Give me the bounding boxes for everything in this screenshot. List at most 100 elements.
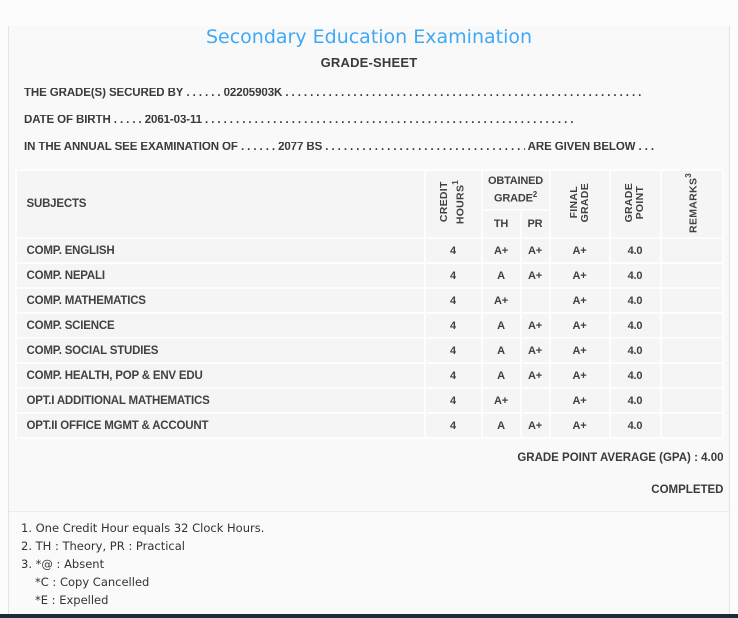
table-row: OPT.II OFFICE MGMT & ACCOUNT 4 A A+ A+ 4… — [16, 414, 722, 437]
obtained-grade-header: OBTAINED GRADE2 — [482, 171, 549, 209]
theory-grade-cell: A+ — [482, 389, 520, 412]
footnotes: 1. One Credit Hour equals 32 Clock Hours… — [9, 511, 729, 609]
info-suffix: ARE GIVEN BELOW . . . — [527, 142, 654, 153]
practical-grade-cell: A+ — [521, 339, 549, 362]
table-row: COMP. ENGLISH 4 A+ A+ A+ 4.0 — [16, 239, 722, 262]
footnote-expelled: *E : Expelled — [35, 593, 109, 607]
remarks-cell — [661, 339, 722, 362]
info-line-date-of-birth: DATE OF BIRTH . . . . . 2061-03-11 . . .… — [24, 115, 629, 126]
subject-cell: OPT.I ADDITIONAL MATHEMATICS — [16, 389, 424, 412]
remarks-cell — [661, 289, 722, 312]
subject-cell: COMP. NEPALI — [16, 264, 424, 287]
credit-hours-header: CREDIT HOURS1 — [425, 171, 481, 237]
subject-cell: COMP. HEALTH, POP & ENV EDU — [16, 364, 424, 387]
theory-grade-cell: A — [482, 314, 520, 337]
credit-hours-cell: 4 — [425, 239, 481, 262]
credit-hours-cell: 4 — [425, 339, 481, 362]
subject-cell: COMP. SOCIAL STUDIES — [16, 339, 424, 362]
grade-sheet-heading: GRADE-SHEET — [320, 55, 418, 70]
grade-point-cell: 4.0 — [610, 364, 660, 387]
remarks-cell — [661, 414, 722, 437]
theory-grade-cell: A+ — [482, 289, 520, 312]
final-grade-cell: A+ — [550, 264, 609, 287]
dots: . . . . . . . . . . . . . . . . . . . . … — [205, 115, 574, 126]
table-row: COMP. NEPALI 4 A A+ A+ 4.0 — [16, 264, 722, 287]
dots: . . . . . . — [186, 88, 221, 99]
practical-grade-cell: A+ — [521, 364, 549, 387]
credit-hours-cell: 4 — [425, 314, 481, 337]
info-line-symbol-number: THE GRADE(S) SECURED BY . . . . . . 0220… — [24, 88, 641, 99]
theory-grade-cell: A — [482, 364, 520, 387]
table-row: COMP. MATHEMATICS 4 A+ A+ 4.0 — [16, 289, 722, 312]
practical-header: PR — [521, 211, 549, 237]
info-line-exam-year: IN THE ANNUAL SEE EXAMINATION OF . . . .… — [24, 142, 654, 153]
dots: . . . . . . . . . . . . . . . . . . . . … — [285, 88, 641, 99]
practical-grade-cell: A+ — [521, 314, 549, 337]
grade-sheet-page: Secondary Education Examination GRADE-SH… — [8, 26, 730, 618]
theory-grade-cell: A — [482, 339, 520, 362]
gpa-average: GRADE POINT AVERAGE (GPA) : 4.00 — [517, 452, 724, 464]
theory-grade-cell: A — [482, 264, 520, 287]
grade-point-cell: 4.0 — [610, 289, 660, 312]
subject-cell: COMP. SCIENCE — [16, 314, 424, 337]
table-row: COMP. SOCIAL STUDIES 4 A A+ A+ 4.0 — [16, 339, 722, 362]
theory-header: TH — [482, 211, 520, 237]
credit-hours-cell: 4 — [425, 364, 481, 387]
subjects-table-body: COMP. ENGLISH 4 A+ A+ A+ 4.0 COMP. NEPAL… — [16, 239, 722, 437]
exam-year-value: 2077 BS — [278, 142, 323, 153]
candidate-info: THE GRADE(S) SECURED BY . . . . . . 0220… — [9, 88, 729, 153]
date-of-birth-value: 2061-03-11 — [144, 115, 202, 126]
final-grade-cell: A+ — [550, 389, 609, 412]
final-grade-header: FINAL GRADE — [550, 171, 609, 237]
grade-point-cell: 4.0 — [610, 239, 660, 262]
subject-cell: COMP. MATHEMATICS — [16, 289, 424, 312]
theory-grade-cell: A — [482, 414, 520, 437]
page-title: Secondary Education Examination — [205, 26, 533, 48]
grade-point-header: GRADE POINT — [610, 171, 660, 237]
grade-point-cell: 4.0 — [610, 389, 660, 412]
final-grade-cell: A+ — [550, 414, 609, 437]
symbol-number-value: 02205903K — [223, 88, 283, 99]
final-grade-cell: A+ — [550, 364, 609, 387]
practical-grade-cell: A+ — [521, 264, 549, 287]
result-summary: GRADE POINT AVERAGE (GPA) : 4.00 COMPLET… — [15, 451, 724, 497]
info-label: IN THE ANNUAL SEE EXAMINATION OF — [24, 142, 238, 153]
grade-point-cell: 4.0 — [610, 264, 660, 287]
practical-grade-cell: A+ — [521, 239, 549, 262]
info-label: THE GRADE(S) SECURED BY — [24, 88, 184, 99]
table-row: COMP. SCIENCE 4 A A+ A+ 4.0 — [16, 314, 722, 337]
dots: . . . . . — [113, 115, 142, 126]
practical-grade-cell — [521, 289, 549, 312]
remarks-cell — [661, 389, 722, 412]
remarks-cell — [661, 364, 722, 387]
practical-grade-cell — [521, 389, 549, 412]
subject-cell: COMP. ENGLISH — [16, 239, 424, 262]
footnote-copy-cancelled: *C : Copy Cancelled — [35, 575, 150, 589]
grades-table: SUBJECTS CREDIT HOURS1 OBTAINED GRADE2 FIN… — [14, 169, 724, 439]
remarks-cell — [661, 314, 722, 337]
credit-hours-cell: 4 — [425, 264, 481, 287]
grade-point-cell: 4.0 — [610, 414, 660, 437]
final-grade-cell: A+ — [550, 289, 609, 312]
final-grade-cell: A+ — [550, 314, 609, 337]
info-label: DATE OF BIRTH — [24, 115, 111, 126]
footnote-th-pr: 2. TH : Theory, PR : Practical — [21, 539, 185, 553]
remarks-cell — [661, 239, 722, 262]
footnote-absent: 3. *@ : Absent — [21, 557, 105, 571]
dots: . . . . . . — [240, 142, 275, 153]
table-row: COMP. HEALTH, POP & ENV EDU 4 A A+ A+ 4.… — [16, 364, 722, 387]
credit-hours-cell: 4 — [425, 389, 481, 412]
practical-grade-cell: A+ — [521, 414, 549, 437]
dots: . . . . . . . . . . . . . . . . . . . . … — [325, 142, 524, 153]
credit-hours-cell: 4 — [425, 414, 481, 437]
footnote-credit-hour: 1. One Credit Hour equals 32 Clock Hours… — [21, 521, 265, 535]
grades-table-header: SUBJECTS CREDIT HOURS1 OBTAINED GRADE2 FIN… — [16, 171, 722, 237]
remarks-cell — [661, 264, 722, 287]
subject-cell: OPT.II OFFICE MGMT & ACCOUNT — [16, 414, 424, 437]
final-grade-cell: A+ — [550, 239, 609, 262]
table-row: OPT.I ADDITIONAL MATHEMATICS 4 A+ A+ 4.0 — [16, 389, 722, 412]
credit-hours-cell: 4 — [425, 289, 481, 312]
subjects-header: SUBJECTS — [16, 171, 424, 237]
remarks-header: REMARKS3 — [661, 171, 722, 237]
theory-grade-cell: A+ — [482, 239, 520, 262]
